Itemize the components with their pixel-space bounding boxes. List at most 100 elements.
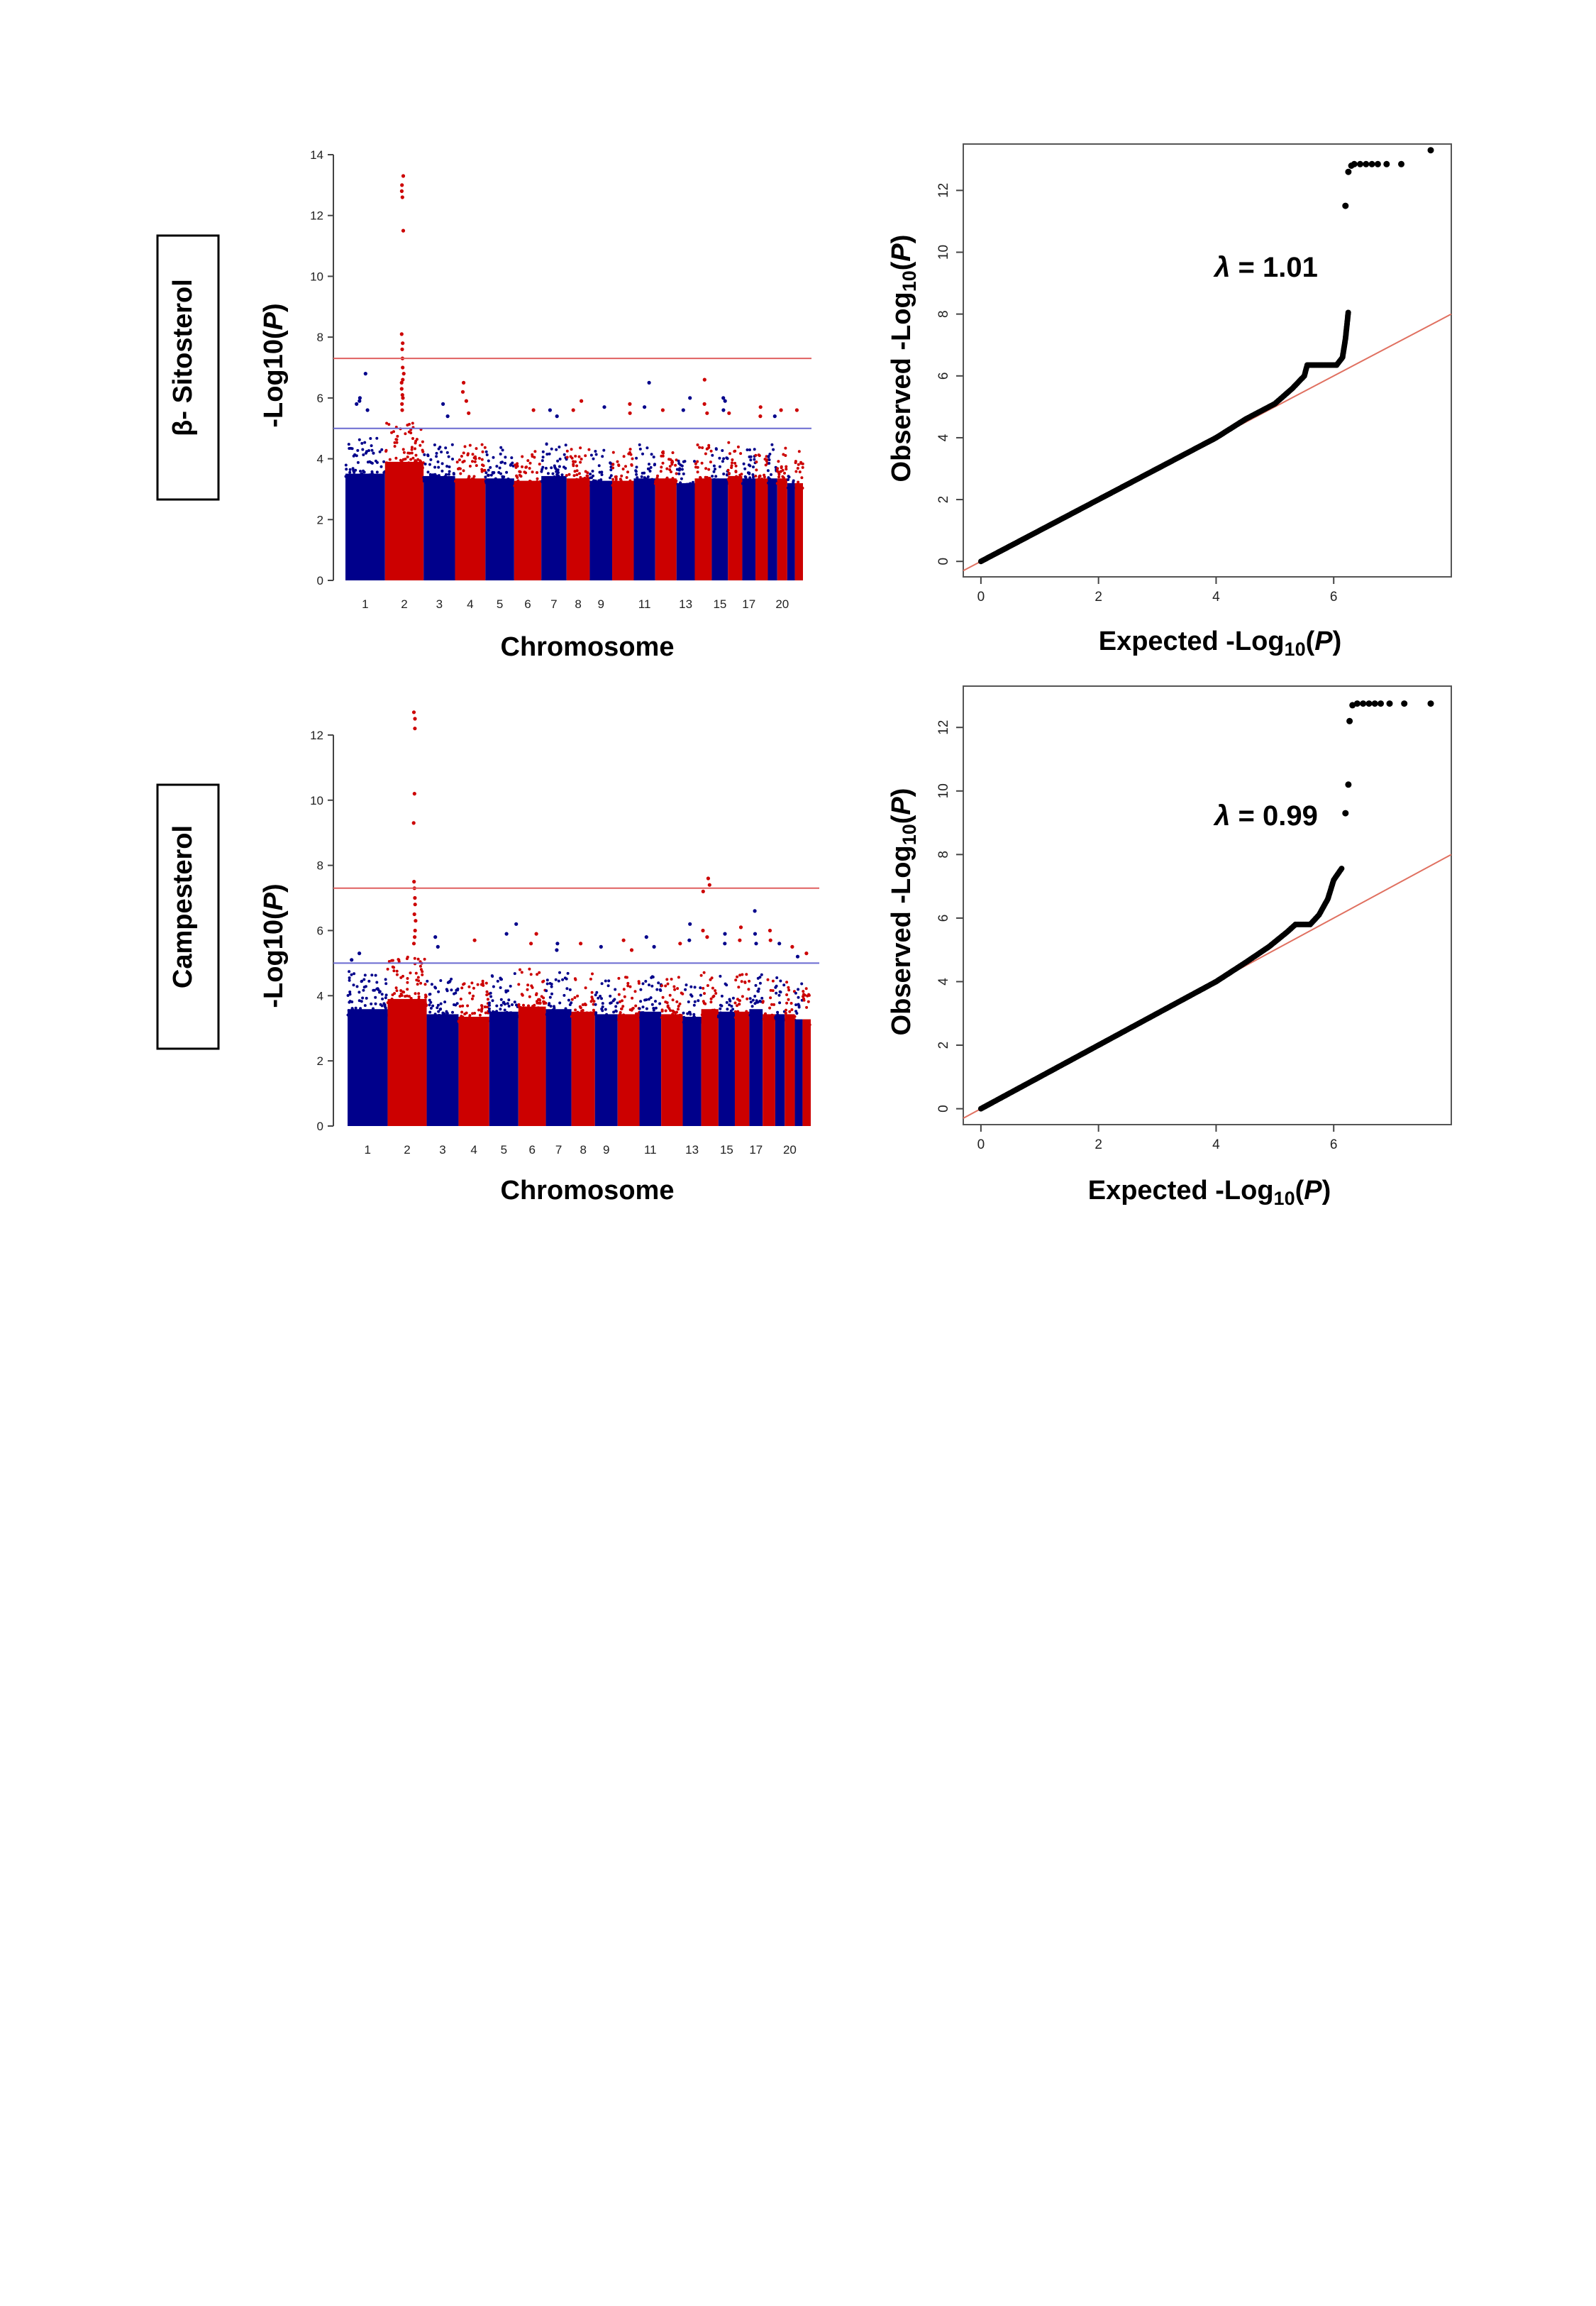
snp-point — [492, 985, 495, 988]
snp-point — [624, 465, 627, 468]
snp-point — [634, 470, 638, 473]
snp-point — [550, 983, 553, 986]
snp-point — [543, 480, 546, 483]
snp-point — [421, 1003, 425, 1006]
snp-point — [647, 998, 650, 1001]
snp-point — [748, 1013, 752, 1017]
snp-point — [678, 1002, 682, 1005]
snp-point — [701, 446, 704, 449]
snp-point — [360, 472, 363, 475]
snp-point — [583, 1003, 587, 1005]
snp-point — [401, 1003, 404, 1007]
snp-point — [414, 992, 417, 995]
snp-point — [677, 1005, 680, 1008]
snp-point — [661, 450, 665, 453]
snp-point — [725, 1000, 728, 1004]
snp-point — [777, 460, 780, 463]
snp-point — [504, 478, 508, 482]
snp-point — [706, 984, 709, 987]
snp-point — [380, 475, 384, 478]
snp-point — [632, 1018, 636, 1022]
snp-point — [570, 456, 574, 460]
snp-point — [708, 476, 711, 480]
snp-point — [468, 443, 472, 447]
trait-box-frame — [156, 783, 220, 1050]
snp-point — [782, 983, 786, 987]
snp-point — [381, 997, 384, 1000]
snp-point — [629, 453, 633, 456]
snp-point — [516, 465, 519, 468]
snp-point — [573, 470, 577, 473]
snp-point — [505, 482, 509, 485]
snp-point — [522, 1003, 525, 1007]
peak-snp-point — [794, 408, 799, 412]
lambda-annotation: λ = 0.99 — [1213, 800, 1318, 832]
snp-point — [423, 957, 426, 961]
snp-point — [586, 477, 589, 480]
snp-point — [495, 1010, 499, 1013]
peak-snp-point — [754, 942, 758, 946]
snp-point — [617, 463, 621, 467]
snp-point — [785, 1001, 789, 1005]
snp-point — [538, 1010, 542, 1013]
peak-snp-point — [723, 932, 727, 936]
snp-point — [710, 976, 714, 980]
snp-point — [658, 1015, 661, 1018]
y-tick-label: 0 — [317, 574, 323, 587]
snp-point — [385, 421, 389, 425]
y-tick-label: 2 — [936, 496, 951, 504]
snp-point — [348, 978, 351, 982]
chromosome-tick-label: 7 — [555, 1143, 562, 1157]
chromosome-tick-label: 3 — [436, 597, 443, 611]
trait-label: β- Sitosterol — [168, 279, 198, 436]
peak-snp-point — [365, 408, 370, 412]
snp-point — [475, 447, 478, 451]
snp-point — [709, 997, 713, 1000]
snp-point — [784, 454, 787, 457]
snp-point — [407, 461, 411, 465]
snp-point — [540, 470, 543, 473]
snp-point — [767, 458, 771, 461]
snp-point — [682, 1020, 685, 1024]
peak-snp-point — [514, 922, 519, 926]
manhattan-y-axis: 0 2 4 6 8 10 12 14 — [310, 148, 334, 587]
snp-point — [353, 470, 356, 474]
snp-point — [650, 984, 654, 988]
snp-point — [473, 460, 477, 463]
snp-point — [419, 1000, 423, 1003]
snp-point — [458, 458, 461, 462]
snp-point — [729, 477, 733, 480]
snp-point — [748, 979, 751, 983]
snp-point — [624, 484, 628, 487]
snp-point — [536, 1010, 539, 1014]
snp-point — [760, 973, 763, 976]
snp-point — [351, 1008, 354, 1011]
snp-point — [460, 479, 463, 482]
snp-point — [614, 475, 617, 479]
snp-point — [726, 478, 730, 481]
snp-point — [406, 977, 409, 980]
snp-point — [787, 478, 789, 481]
qq-xlabel: Expected -Log10(P) — [1088, 1176, 1331, 1209]
snp-point — [465, 1020, 468, 1024]
chromosome-block — [794, 1019, 803, 1126]
snp-point — [572, 464, 575, 468]
snp-point — [535, 992, 538, 995]
snp-point — [622, 455, 626, 458]
qq-top-point — [1378, 700, 1384, 707]
snp-point — [649, 465, 653, 469]
snp-point — [499, 481, 503, 485]
snp-point — [624, 481, 628, 485]
chromosome-block — [742, 478, 756, 580]
snp-point — [531, 484, 535, 487]
snp-point — [630, 463, 633, 466]
snp-point — [661, 995, 665, 999]
peak-snp-point — [534, 932, 538, 936]
snp-point — [693, 1000, 697, 1003]
snp-point — [644, 980, 648, 983]
snp-point — [577, 472, 581, 475]
snp-point — [671, 998, 675, 1002]
snp-point — [757, 990, 760, 993]
snp-point — [796, 467, 799, 470]
snp-point — [790, 1008, 794, 1011]
